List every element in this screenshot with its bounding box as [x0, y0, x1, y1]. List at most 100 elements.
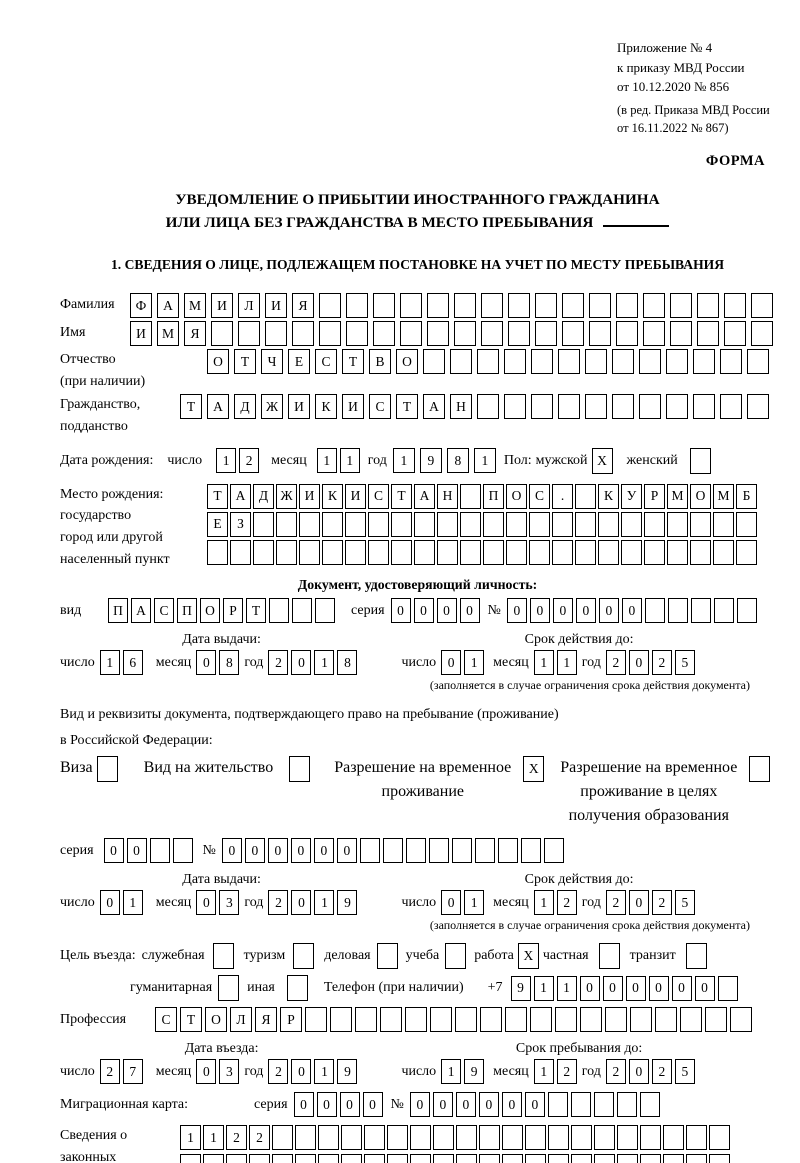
char-cell[interactable]: 5	[674, 890, 695, 916]
char-cell[interactable]	[445, 943, 467, 970]
char-cell[interactable]	[450, 348, 472, 374]
char-cell[interactable]: О	[207, 348, 229, 374]
char-cell[interactable]	[289, 756, 311, 783]
char-cell[interactable]	[230, 539, 251, 565]
char-cell[interactable]: 0	[267, 838, 288, 864]
char-cell[interactable]: 0	[459, 598, 480, 624]
char-cell[interactable]	[713, 511, 734, 537]
char-cell[interactable]: Т	[180, 1007, 202, 1033]
char-cell[interactable]	[483, 539, 504, 565]
char-cell[interactable]	[180, 1154, 201, 1163]
char-cell[interactable]: 5	[674, 1059, 695, 1085]
char-cell[interactable]	[330, 1007, 352, 1033]
char-cell[interactable]	[295, 1125, 316, 1151]
char-cell[interactable]: 0	[390, 598, 411, 624]
char-cell[interactable]	[605, 1007, 627, 1033]
char-cell[interactable]	[368, 511, 389, 537]
char-cell[interactable]: Т	[342, 348, 364, 374]
char-cell[interactable]: 9	[464, 1059, 485, 1085]
char-cell[interactable]	[705, 1007, 727, 1033]
char-cell[interactable]	[456, 1125, 477, 1151]
char-cell[interactable]: 0	[694, 975, 715, 1001]
char-cell[interactable]: 1	[316, 448, 337, 474]
char-cell[interactable]	[318, 1125, 339, 1151]
char-cell[interactable]: 1	[392, 448, 415, 474]
char-cell[interactable]	[480, 1007, 502, 1033]
char-cell[interactable]: 1	[473, 448, 496, 474]
char-cell[interactable]: 2	[651, 890, 672, 916]
char-cell[interactable]	[529, 511, 550, 537]
char-cell[interactable]	[736, 511, 757, 537]
char-cell[interactable]	[359, 838, 380, 864]
char-cell[interactable]: 2	[268, 890, 289, 916]
char-cell[interactable]: О	[205, 1007, 227, 1033]
char-cell[interactable]	[382, 838, 403, 864]
char-cell[interactable]	[428, 838, 449, 864]
char-cell[interactable]	[616, 320, 638, 346]
char-cell[interactable]	[293, 943, 315, 970]
char-cell[interactable]	[552, 511, 573, 537]
char-cell[interactable]	[640, 1125, 661, 1151]
char-cell[interactable]	[598, 539, 619, 565]
char-cell[interactable]	[502, 1125, 523, 1151]
char-cell[interactable]	[670, 292, 692, 318]
char-cell[interactable]	[346, 320, 368, 346]
char-cell[interactable]: С	[315, 348, 337, 374]
char-cell[interactable]	[562, 320, 584, 346]
char-cell[interactable]	[639, 1092, 660, 1118]
char-cell[interactable]: И	[345, 483, 366, 509]
char-cell[interactable]	[276, 539, 297, 565]
char-cell[interactable]	[387, 1125, 408, 1151]
char-cell[interactable]	[616, 292, 638, 318]
char-cell[interactable]	[249, 1154, 270, 1163]
char-cell[interactable]: 0	[436, 598, 457, 624]
char-cell[interactable]	[555, 1007, 577, 1033]
char-cell[interactable]	[479, 1125, 500, 1151]
char-cell[interactable]: 8	[337, 650, 358, 676]
char-cell[interactable]	[598, 511, 619, 537]
char-cell[interactable]	[295, 1154, 316, 1163]
char-cell[interactable]: 0	[455, 1092, 476, 1118]
char-cell[interactable]	[693, 348, 715, 374]
char-cell[interactable]	[477, 348, 499, 374]
char-cell[interactable]	[322, 511, 343, 537]
char-cell[interactable]	[479, 1154, 500, 1163]
char-cell[interactable]: Е	[288, 348, 310, 374]
char-cell[interactable]	[253, 539, 274, 565]
char-cell[interactable]	[506, 539, 527, 565]
char-cell[interactable]: 0	[524, 1092, 545, 1118]
char-cell[interactable]	[558, 348, 580, 374]
char-cell[interactable]: 0	[196, 650, 217, 676]
char-cell[interactable]: Л	[238, 292, 260, 318]
char-cell[interactable]: 2	[268, 1059, 289, 1085]
char-cell[interactable]	[502, 1154, 523, 1163]
char-cell[interactable]: М	[184, 292, 206, 318]
char-cell[interactable]	[286, 975, 308, 1002]
char-cell[interactable]	[207, 539, 228, 565]
char-cell[interactable]	[612, 348, 634, 374]
char-cell[interactable]	[621, 539, 642, 565]
char-cell[interactable]	[558, 394, 580, 420]
char-cell[interactable]	[149, 838, 170, 864]
char-cell[interactable]	[299, 511, 320, 537]
char-cell[interactable]: 2	[651, 1059, 672, 1085]
char-cell[interactable]: А	[131, 598, 151, 624]
char-cell[interactable]	[203, 1154, 224, 1163]
char-cell[interactable]: С	[154, 598, 174, 624]
char-cell[interactable]	[690, 598, 711, 624]
char-cell[interactable]	[585, 394, 607, 420]
char-cell[interactable]: 0	[196, 1059, 217, 1085]
char-cell[interactable]	[709, 1154, 730, 1163]
char-cell[interactable]: 1	[339, 448, 360, 474]
char-cell[interactable]	[520, 838, 541, 864]
char-cell[interactable]	[689, 447, 711, 474]
char-cell[interactable]	[433, 1125, 454, 1151]
char-cell[interactable]	[400, 320, 422, 346]
char-cell[interactable]	[667, 598, 688, 624]
char-cell[interactable]	[437, 511, 458, 537]
char-cell[interactable]	[391, 511, 412, 537]
char-cell[interactable]: 0	[409, 1092, 430, 1118]
char-cell[interactable]: 0	[196, 890, 217, 916]
char-cell[interactable]	[644, 511, 665, 537]
char-cell[interactable]	[663, 1154, 684, 1163]
